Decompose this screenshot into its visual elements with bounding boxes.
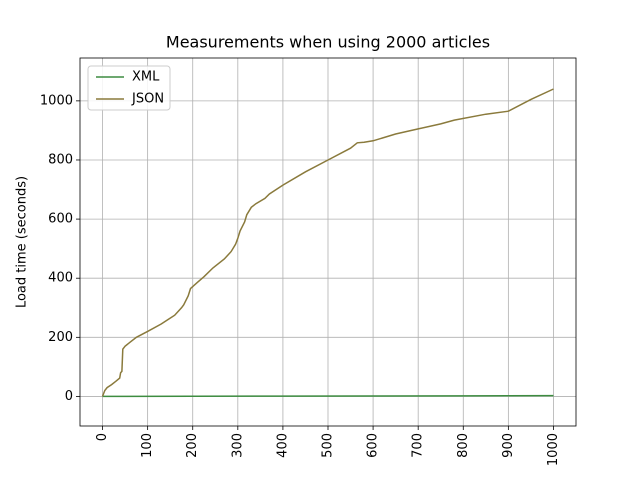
x-tick-label: 600 bbox=[366, 433, 381, 458]
legend: XML JSON bbox=[87, 65, 171, 111]
plot-frame bbox=[79, 57, 577, 427]
x-tick-label: 200 bbox=[185, 433, 200, 458]
x-tick-label: 300 bbox=[230, 433, 245, 458]
data-line bbox=[102, 394, 554, 398]
data-line bbox=[101, 88, 554, 397]
y-tick-label: 800 bbox=[48, 152, 73, 167]
x-tick-label: 0 bbox=[95, 433, 110, 441]
y-tick-label: 0 bbox=[65, 389, 73, 404]
legend-label: JSON bbox=[131, 92, 164, 107]
y-tick-label: 600 bbox=[48, 212, 73, 227]
x-tick-label: 900 bbox=[501, 433, 516, 458]
y-tick-label: 1000 bbox=[40, 93, 73, 108]
x-tick-label: 800 bbox=[456, 433, 471, 458]
y-tick-label: 200 bbox=[48, 330, 73, 345]
x-tick-label: 700 bbox=[411, 433, 426, 458]
x-tick-label: 1000 bbox=[546, 433, 561, 466]
x-tick-label: 400 bbox=[275, 433, 290, 458]
x-tick-label: 500 bbox=[321, 433, 336, 458]
x-tick-label: 100 bbox=[140, 433, 155, 458]
legend-label: XML bbox=[132, 70, 160, 85]
y-tick-label: 400 bbox=[48, 271, 73, 286]
chart-title: Measurements when using 2000 articles bbox=[166, 33, 490, 52]
y-axis-label: Load time (seconds) bbox=[15, 176, 30, 308]
